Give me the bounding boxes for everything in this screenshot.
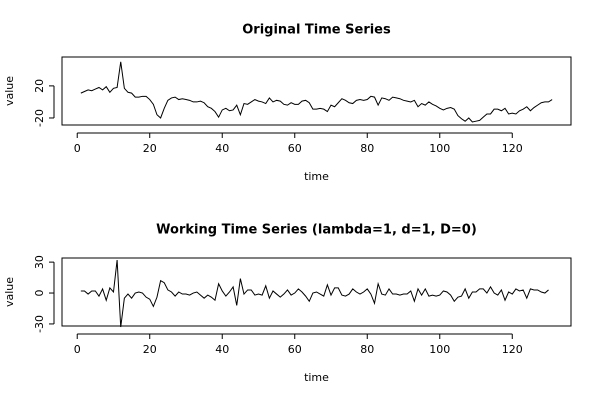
y-axis-label: value	[3, 76, 16, 106]
x-tick-label: 100	[429, 343, 450, 356]
x-tick-label: 60	[288, 142, 302, 155]
y-tick-label: -20	[33, 109, 46, 127]
y-tick-label: 20	[33, 79, 46, 93]
x-tick-label: 0	[74, 142, 81, 155]
plot-frame	[61, 257, 572, 327]
x-tick-label: 40	[215, 142, 229, 155]
chart-title: Working Time Series (lambda=1, d=1, D=0)	[156, 223, 477, 238]
series-line	[80, 260, 549, 328]
y-tick-label: 30	[33, 255, 46, 269]
series-line	[80, 61, 553, 123]
x-axis-label: time	[304, 371, 329, 384]
y-tick-label: -30	[33, 315, 46, 333]
x-tick-label: 0	[74, 343, 81, 356]
x-tick-label: 20	[143, 343, 157, 356]
x-tick-label: 100	[429, 142, 450, 155]
y-tick-label: 0	[33, 290, 46, 297]
x-tick-label: 120	[502, 142, 523, 155]
x-tick-label: 40	[215, 343, 229, 356]
chart-title: Original Time Series	[242, 23, 391, 38]
plot-frame	[61, 56, 572, 126]
x-axis-label: time	[304, 170, 329, 183]
x-tick-label: 20	[143, 142, 157, 155]
x-tick-label: 120	[502, 343, 523, 356]
panel: Original Time Series 0 20 40 60 80 100 120 time -…	[3, 23, 572, 183]
y-axis-label: value	[3, 277, 16, 307]
x-tick-label: 60	[288, 343, 302, 356]
panel: Working Time Series (lambda=1, d=1, D=0)…	[3, 223, 572, 384]
x-tick-label: 80	[360, 142, 374, 155]
x-tick-label: 80	[360, 343, 374, 356]
